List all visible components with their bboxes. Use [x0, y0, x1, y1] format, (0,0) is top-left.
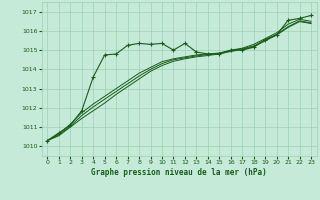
X-axis label: Graphe pression niveau de la mer (hPa): Graphe pression niveau de la mer (hPa) — [91, 168, 267, 177]
